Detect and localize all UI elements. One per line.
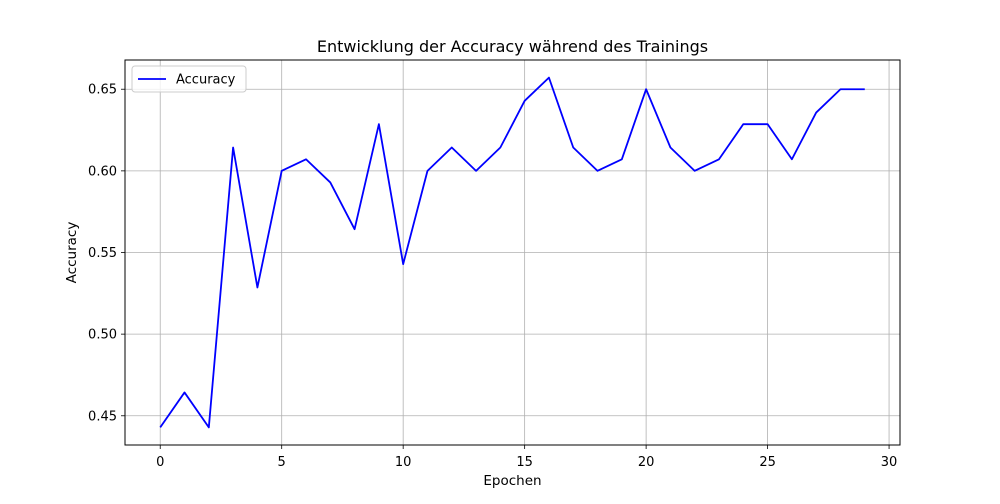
legend: Accuracy [132, 66, 246, 92]
x-tick-label: 0 [156, 455, 164, 470]
y-tick-label: 0.45 [88, 409, 117, 424]
x-tick-label: 5 [278, 455, 286, 470]
x-tick-label: 20 [638, 455, 655, 470]
y-axis-label: Accuracy [64, 222, 80, 284]
x-tick-label: 15 [516, 455, 533, 470]
x-axis-label: Epochen [483, 473, 541, 489]
x-tick-label: 30 [881, 455, 898, 470]
y-tick-label: 0.50 [88, 328, 117, 343]
x-tick-label: 10 [395, 455, 412, 470]
y-tick-label: 0.55 [88, 246, 117, 261]
chart-title: Entwicklung der Accuracy während des Tra… [317, 37, 708, 56]
legend-label: Accuracy [176, 73, 236, 88]
x-tick-label: 25 [759, 455, 776, 470]
y-tick-label: 0.65 [88, 83, 117, 98]
y-tick-label: 0.60 [88, 164, 117, 179]
